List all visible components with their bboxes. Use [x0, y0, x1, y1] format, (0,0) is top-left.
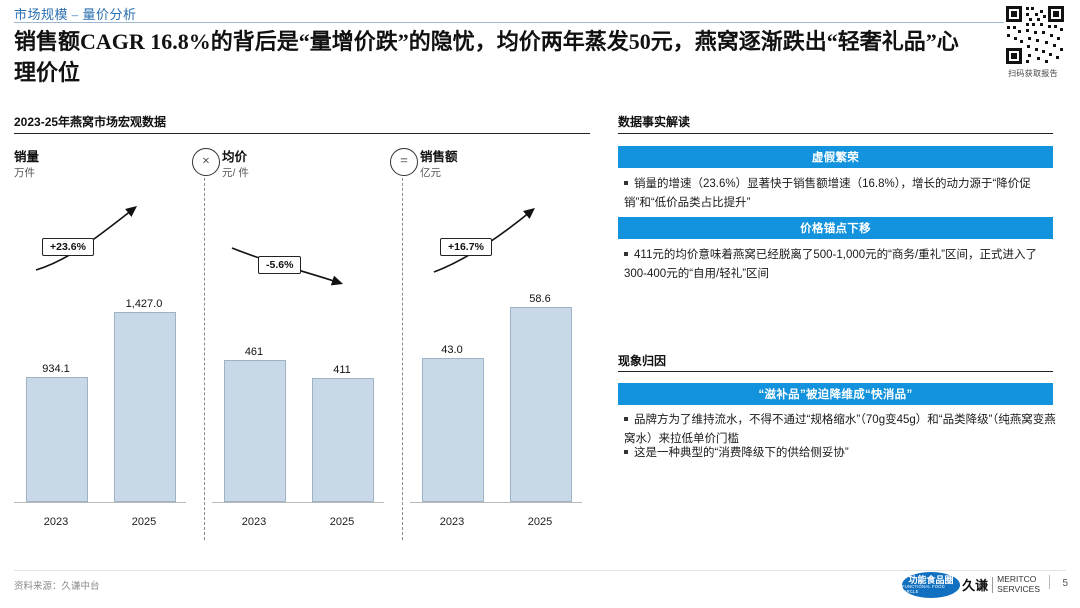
chart-sales: 销售额 亿元 +16.7% 43.0 58.6 2023 2025 [410, 140, 588, 540]
bar-value-2023: 461 [244, 346, 264, 358]
bar-2023 [224, 360, 286, 502]
bullet-spec-downgrade: 品牌方为了维持流水，不得不通过“规格缩水”（70g变45g）和“品类降级”（纯燕… [624, 411, 1056, 449]
right-section-title-1: 数据事实解读 [618, 115, 691, 129]
logo-secondary-en-line2: SERVICES [997, 583, 1040, 594]
right-section-divider-2 [618, 371, 1053, 372]
chart-avg-price: 均价 元/ 件 -5.6% 461 411 2023 2025 [212, 140, 390, 540]
page-number: 5 [1062, 578, 1068, 589]
bullet-text: 这是一种典型的“消费降级下的供给侧妥协” [634, 447, 849, 459]
bar-2025 [510, 307, 572, 502]
breadcrumb-kicker: 市场规模 – 量价分析 [14, 7, 137, 22]
bar-2023 [422, 358, 484, 502]
chart-divider-2 [402, 148, 403, 540]
chart-volume-unit: 万件 [14, 167, 35, 179]
multiply-operator-icon: × [192, 148, 220, 176]
chart-volume-growth-badge: +23.6% [42, 238, 94, 256]
banner-price-anchor: 价格锚点下移 [618, 217, 1053, 239]
bullet-text: 销量的增速（23.6%）显著快于销售额增速（16.8%），增长的动力源于“降价促… [624, 178, 1031, 209]
logo-functional-food-circle: 功能食品圈 FUNCTIONAL FOOD CIRCLE [902, 572, 960, 598]
bullet-text: 411元的均价意味着燕窝已经脱离了500-1,000元的“商务/重礼”区间，正式… [624, 249, 1037, 280]
bar-value-2025: 1,427.0 [125, 298, 163, 310]
bar-2025 [312, 378, 374, 502]
bullet-marker [624, 251, 628, 256]
xtick-2023: 2023 [439, 516, 465, 528]
bullet-marker [624, 449, 628, 454]
bullet-price-anchor: 411元的均价意味着燕窝已经脱离了500-1,000元的“商务/重礼”区间，正式… [624, 246, 1056, 284]
logo-secondary-en: MERITCO SERVICES [997, 574, 1040, 594]
xtick-2025: 2025 [527, 516, 553, 528]
xtick-2023: 2023 [241, 516, 267, 528]
bar-value-2023: 43.0 [441, 344, 463, 356]
left-section-divider [14, 133, 590, 134]
chart-avg-price-axis [212, 502, 384, 503]
right-section-divider-1 [618, 133, 1053, 134]
qr-code-icon [1004, 4, 1066, 66]
bar-2023 [26, 377, 88, 502]
bar-value-2025: 411 [333, 364, 351, 376]
bullet-supply-compromise: 这是一种典型的“消费降级下的供给侧妥协” [624, 444, 1056, 463]
source-note: 资料来源：久谦中台 [14, 581, 100, 592]
bullet-marker [624, 180, 628, 185]
logo-secondary-en-line1: MERITCO [997, 574, 1037, 585]
charts-container: 销量 万件 +23.6% 934.1 1,427.0 2023 2025 [14, 140, 600, 548]
logo-divider [992, 576, 994, 593]
bar-value-2023: 934.1 [42, 363, 70, 375]
right-section-title-2: 现象归因 [618, 354, 667, 368]
chart-volume-axis [14, 502, 186, 503]
banner-false-prosperity: 虚假繁荣 [618, 146, 1053, 168]
xtick-2025: 2025 [131, 516, 157, 528]
logo-secondary-cn: 久谦 [962, 578, 989, 593]
chart-volume-title: 销量 [14, 150, 40, 164]
chart-sales-axis [410, 502, 582, 503]
chart-divider-1 [204, 148, 205, 540]
qr-caption: 扫码获取报告 [1008, 69, 1058, 78]
equals-operator-icon: = [390, 148, 418, 176]
chart-avg-price-unit: 元/ 件 [222, 167, 249, 179]
page-number-separator [1049, 575, 1050, 589]
page-title: 销售额CAGR 16.8%的背后是“量增价跌”的隐忧，均价两年蒸发50元，燕窝逐… [14, 29, 959, 86]
chart-volume: 销量 万件 +23.6% 934.1 1,427.0 2023 2025 [14, 140, 192, 540]
bullet-false-prosperity: 销量的增速（23.6%）显著快于销售额增速（16.8%），增长的动力源于“降价促… [624, 175, 1056, 213]
bullet-text: 品牌方为了维持流水，不得不通过“规格缩水”（70g变45g）和“品类降级”（纯燕… [624, 414, 1056, 445]
chart-sales-growth-badge: +16.7% [440, 238, 492, 256]
logo-meritco: 久谦 MERITCO SERVICES [962, 574, 1040, 594]
chart-sales-unit: 亿元 [420, 167, 441, 179]
logo-primary-text: 功能食品圈 [908, 574, 954, 585]
left-section-title: 2023-25年燕窝市场宏观数据 [14, 115, 167, 129]
chart-avg-price-growth-badge: -5.6% [258, 256, 302, 274]
bullet-marker [624, 416, 628, 421]
chart-volume-bars: 934.1 1,427.0 [14, 192, 192, 502]
header-divider [14, 22, 1004, 23]
chart-sales-title: 销售额 [420, 150, 458, 164]
xtick-2023: 2023 [43, 516, 69, 528]
chart-avg-price-title: 均价 [222, 150, 248, 164]
chart-sales-bars: 43.0 58.6 [410, 192, 588, 502]
bar-value-2025: 58.6 [529, 293, 551, 305]
chart-avg-price-bars: 461 411 [212, 192, 390, 502]
xtick-2025: 2025 [329, 516, 355, 528]
bar-2025 [114, 312, 176, 502]
logo-primary-subtext: FUNCTIONAL FOOD CIRCLE [902, 584, 945, 594]
banner-fast-moving-goods: “滋补品”被迫降维成“快消品” [618, 383, 1053, 405]
footer-divider [14, 570, 1066, 571]
